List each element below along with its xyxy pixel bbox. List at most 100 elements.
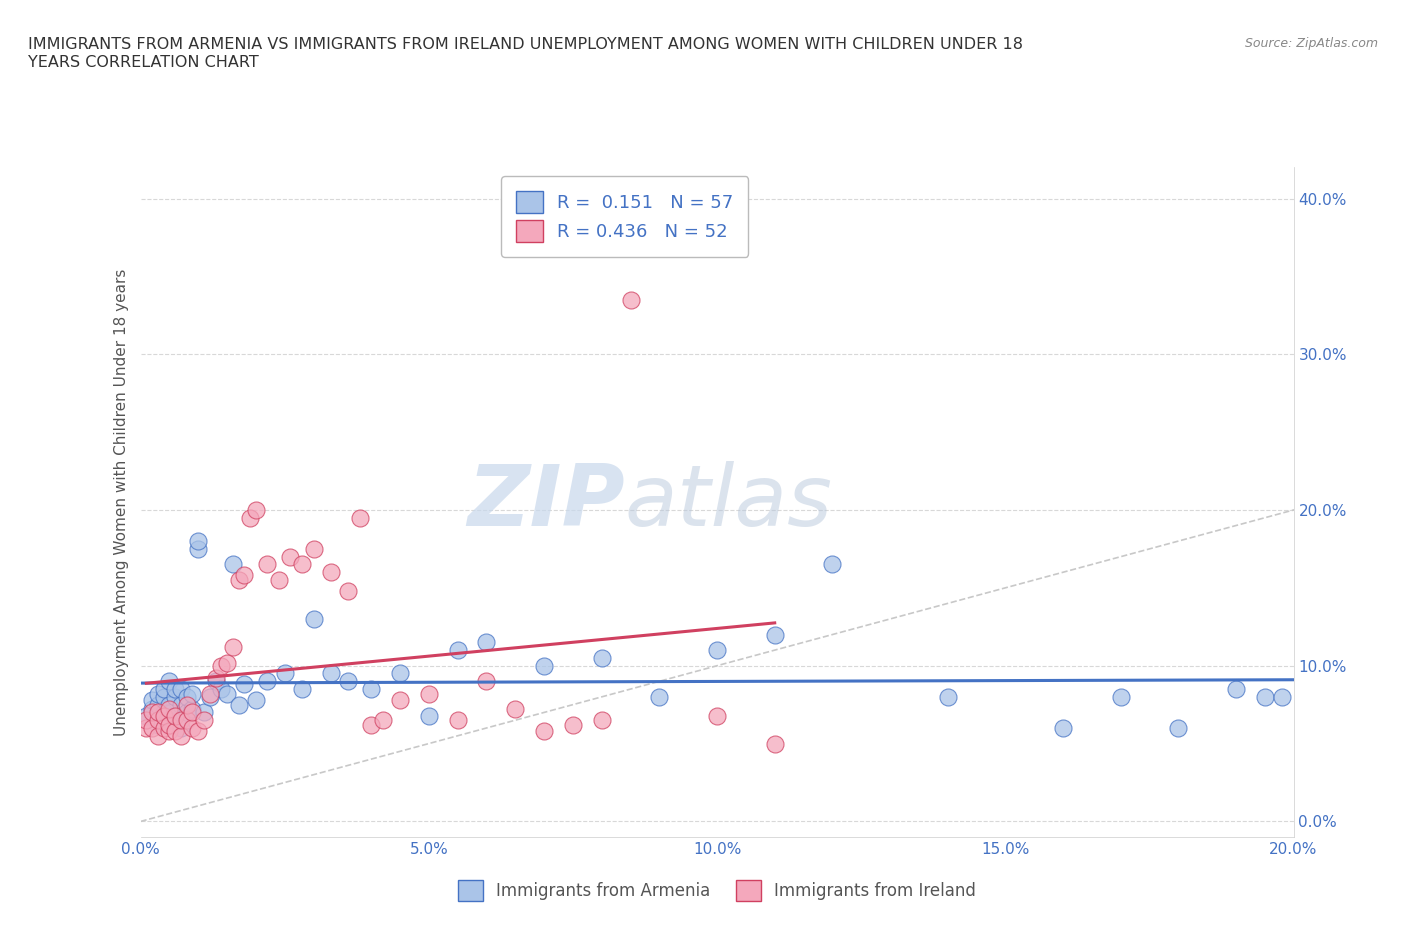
Point	[228, 573, 250, 588]
Point	[135, 708, 157, 723]
Point	[176, 698, 198, 712]
Text: IMMIGRANTS FROM ARMENIA VS IMMIGRANTS FROM IRELAND UNEMPLOYMENT AMONG WOMEN WITH: IMMIGRANTS FROM ARMENIA VS IMMIGRANTS FR…	[28, 37, 1024, 70]
Point	[706, 708, 728, 723]
Point	[135, 721, 157, 736]
Point	[591, 650, 613, 665]
Point	[165, 689, 187, 704]
Point	[360, 682, 382, 697]
Point	[1109, 689, 1132, 704]
Point	[141, 702, 163, 717]
Point	[152, 708, 174, 723]
Point	[187, 724, 209, 738]
Point	[146, 698, 169, 712]
Point	[204, 671, 226, 685]
Point	[222, 557, 245, 572]
Point	[146, 686, 169, 701]
Point	[821, 557, 844, 572]
Point	[198, 686, 221, 701]
Point	[152, 705, 174, 720]
Point	[233, 677, 256, 692]
Point	[146, 705, 169, 720]
Point	[146, 728, 169, 743]
Point	[152, 689, 174, 704]
Point	[209, 658, 232, 673]
Point	[360, 717, 382, 732]
Point	[209, 682, 232, 697]
Point	[170, 721, 193, 736]
Point	[239, 511, 262, 525]
Point	[418, 708, 440, 723]
Point	[591, 712, 613, 727]
Point	[763, 627, 786, 642]
Point	[181, 686, 204, 701]
Point	[135, 712, 157, 727]
Point	[562, 717, 585, 732]
Point	[291, 682, 314, 697]
Point	[176, 705, 198, 720]
Y-axis label: Unemployment Among Women with Children Under 18 years: Unemployment Among Women with Children U…	[114, 269, 129, 736]
Point	[170, 712, 193, 727]
Point	[302, 612, 325, 627]
Point	[146, 712, 169, 727]
Point	[447, 643, 470, 658]
Point	[159, 698, 180, 712]
Point	[337, 583, 360, 598]
Point	[165, 708, 187, 723]
Point	[176, 689, 198, 704]
Point	[176, 712, 198, 727]
Point	[170, 682, 193, 697]
Point	[1052, 721, 1074, 736]
Point	[152, 721, 174, 736]
Point	[204, 674, 226, 689]
Legend: Immigrants from Armenia, Immigrants from Ireland: Immigrants from Armenia, Immigrants from…	[450, 872, 984, 909]
Point	[141, 705, 163, 720]
Point	[388, 666, 411, 681]
Point	[187, 541, 209, 556]
Point	[181, 721, 204, 736]
Point	[181, 705, 204, 720]
Point	[302, 541, 325, 556]
Point	[267, 573, 290, 588]
Point	[475, 674, 498, 689]
Point	[648, 689, 671, 704]
Point	[706, 643, 728, 658]
Point	[193, 705, 215, 720]
Point	[170, 728, 193, 743]
Point	[1225, 682, 1247, 697]
Point	[217, 655, 239, 670]
Point	[170, 698, 193, 712]
Point	[165, 724, 187, 738]
Point	[371, 712, 394, 727]
Point	[159, 674, 180, 689]
Point	[141, 721, 163, 736]
Point	[274, 666, 297, 681]
Point	[319, 565, 342, 579]
Point	[447, 712, 470, 727]
Point	[1271, 689, 1294, 704]
Point	[141, 693, 163, 708]
Point	[146, 717, 169, 732]
Point	[1254, 689, 1277, 704]
Text: ZIP: ZIP	[467, 460, 624, 544]
Point	[198, 689, 221, 704]
Point	[936, 689, 959, 704]
Point	[159, 724, 180, 738]
Point	[228, 698, 250, 712]
Point	[533, 724, 555, 738]
Point	[245, 693, 267, 708]
Point	[337, 674, 360, 689]
Point	[165, 682, 187, 697]
Point	[159, 717, 180, 732]
Point	[217, 686, 239, 701]
Point	[291, 557, 314, 572]
Point	[152, 682, 174, 697]
Point	[165, 708, 187, 723]
Point	[533, 658, 555, 673]
Point	[388, 693, 411, 708]
Point	[233, 568, 256, 583]
Text: Source: ZipAtlas.com: Source: ZipAtlas.com	[1244, 37, 1378, 50]
Point	[475, 635, 498, 650]
Point	[159, 702, 180, 717]
Point	[418, 686, 440, 701]
Point	[245, 502, 267, 517]
